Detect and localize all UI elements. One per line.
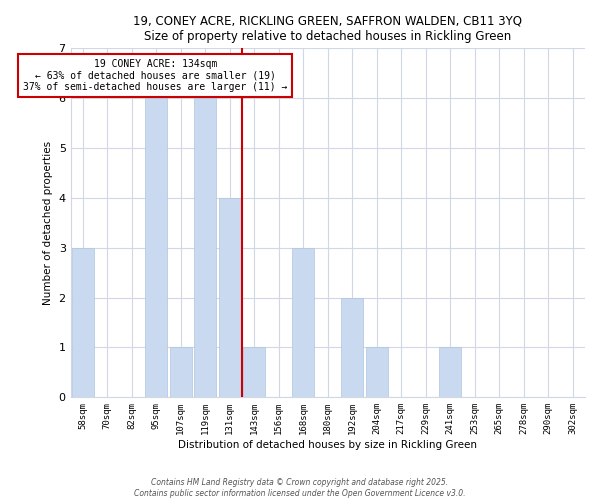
- Bar: [170, 348, 192, 398]
- Bar: [366, 348, 388, 398]
- Y-axis label: Number of detached properties: Number of detached properties: [43, 141, 53, 305]
- X-axis label: Distribution of detached houses by size in Rickling Green: Distribution of detached houses by size …: [178, 440, 477, 450]
- Bar: [72, 248, 94, 398]
- Text: 19 CONEY ACRE: 134sqm
← 63% of detached houses are smaller (19)
37% of semi-deta: 19 CONEY ACRE: 134sqm ← 63% of detached …: [23, 59, 287, 92]
- Bar: [145, 98, 167, 398]
- Bar: [341, 298, 364, 398]
- Bar: [194, 98, 217, 398]
- Title: 19, CONEY ACRE, RICKLING GREEN, SAFFRON WALDEN, CB11 3YQ
Size of property relati: 19, CONEY ACRE, RICKLING GREEN, SAFFRON …: [133, 15, 522, 43]
- Bar: [243, 348, 265, 398]
- Bar: [439, 348, 461, 398]
- Bar: [219, 198, 241, 398]
- Bar: [292, 248, 314, 398]
- Text: Contains HM Land Registry data © Crown copyright and database right 2025.
Contai: Contains HM Land Registry data © Crown c…: [134, 478, 466, 498]
